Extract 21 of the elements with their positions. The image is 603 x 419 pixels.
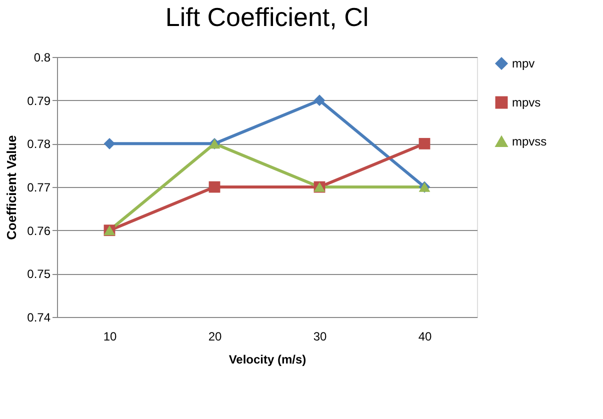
y-tick-label: 0.78 [27, 137, 51, 152]
y-tick-label: 0.74 [27, 310, 51, 324]
x-tick-label: 20 [208, 330, 222, 344]
point [314, 94, 326, 106]
legend-label: mpv [512, 56, 535, 70]
x-axis-title: Velocity (m/s) [228, 352, 306, 366]
x-tick-label: 30 [313, 330, 327, 344]
y-tick-label: 0.79 [27, 94, 51, 108]
y-axis-title: Coefficient Value [4, 135, 20, 240]
chart-title: Lift Coefficient, Cl [165, 2, 369, 32]
legend-label: mpvss [512, 134, 547, 148]
y-tick-label: 0.75 [27, 267, 51, 282]
legend-label: mpvs [512, 96, 541, 110]
point [104, 138, 116, 150]
y-tick-label: 0.77 [27, 180, 51, 194]
y-tick-label: 0.8 [34, 50, 51, 64]
point [418, 138, 430, 150]
x-tick-label: 40 [418, 330, 432, 344]
x-tick-label: 10 [103, 330, 117, 344]
point [208, 181, 220, 193]
y-tick-label: 0.76 [27, 224, 51, 238]
